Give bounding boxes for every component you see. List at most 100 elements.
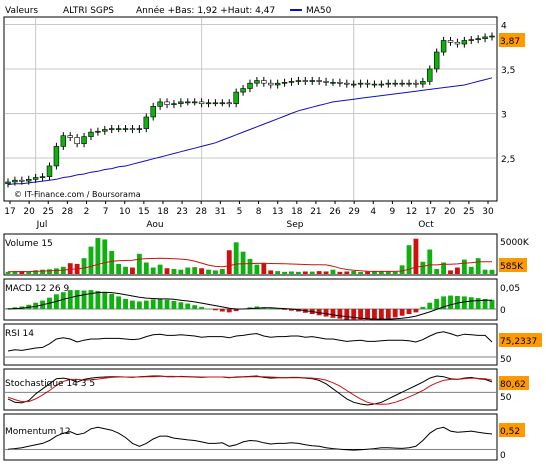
ma50-polyline bbox=[7, 77, 493, 186]
volume-bar bbox=[309, 271, 315, 274]
x-tick-label: 28 bbox=[195, 207, 207, 217]
volume-tick: 5000K bbox=[500, 238, 530, 248]
candle-body bbox=[198, 101, 205, 104]
volume-ma-line bbox=[7, 257, 493, 273]
candle-body bbox=[88, 131, 94, 137]
x-tick-label: 23 bbox=[176, 207, 187, 217]
candle-body bbox=[468, 39, 474, 41]
candle-body bbox=[385, 82, 392, 85]
candle-body bbox=[364, 82, 371, 85]
x-tick-label: 8 bbox=[256, 207, 262, 217]
macd-bar bbox=[130, 300, 135, 309]
volume-bar bbox=[53, 268, 59, 274]
stochastic-lines bbox=[5, 375, 496, 406]
macd-bar bbox=[289, 309, 294, 311]
stoch-badge-text: 80,62 bbox=[500, 380, 526, 390]
volume-bar bbox=[247, 258, 253, 274]
candle-body bbox=[399, 82, 405, 85]
macd-bar bbox=[164, 299, 170, 309]
x-tick-label: 30 bbox=[482, 207, 494, 217]
volume-title: Volume 15 bbox=[5, 239, 53, 249]
volume-bar bbox=[489, 269, 495, 274]
volume-bar bbox=[150, 267, 156, 274]
stoch-panel bbox=[3, 368, 498, 411]
volume-bar bbox=[475, 258, 481, 274]
candle-body bbox=[233, 91, 239, 104]
candle-body bbox=[32, 177, 39, 180]
volume-bar bbox=[330, 269, 336, 274]
macd-bar bbox=[399, 309, 405, 316]
x-tick-label: 10 bbox=[119, 207, 131, 217]
volume-bar bbox=[351, 270, 357, 274]
macd-title: MACD 12 26 9 bbox=[5, 284, 69, 294]
x-tick-label: 15 bbox=[138, 207, 149, 217]
stoch-badge bbox=[499, 376, 529, 390]
price-tick-label: 3 bbox=[501, 110, 507, 120]
macd-bar bbox=[95, 290, 101, 309]
x-tick-label: 28 bbox=[62, 207, 74, 217]
price-grid bbox=[5, 18, 496, 200]
volume-bar bbox=[316, 271, 322, 274]
candle-body bbox=[26, 179, 32, 182]
macd-bar bbox=[406, 309, 412, 315]
candle-body bbox=[344, 82, 350, 85]
candle-body bbox=[371, 83, 378, 86]
macd-bar bbox=[475, 298, 481, 309]
macd-bar bbox=[219, 309, 225, 312]
momentum-line bbox=[5, 426, 496, 451]
stock-name: ALTRI SGPS bbox=[63, 6, 114, 16]
candle-body bbox=[129, 128, 136, 130]
macd-bar bbox=[268, 308, 274, 309]
macd-bar bbox=[206, 309, 211, 310]
candle-body bbox=[392, 82, 398, 85]
macd-bar bbox=[323, 309, 329, 317]
candle-body bbox=[323, 81, 329, 83]
candle-body bbox=[357, 82, 364, 85]
candle-body bbox=[219, 102, 226, 105]
price-tick-label: 3,5 bbox=[501, 66, 515, 76]
price-candles bbox=[5, 32, 495, 188]
volume-bar bbox=[233, 242, 239, 274]
volume-bar bbox=[185, 267, 191, 274]
x-tick-label: 12 bbox=[406, 207, 417, 217]
x-tick-label: 26 bbox=[329, 207, 341, 217]
macd-bar bbox=[482, 298, 488, 309]
x-tick-label: 20 bbox=[444, 207, 456, 217]
x-tick-label: 5 bbox=[237, 207, 243, 217]
volume-bar bbox=[392, 271, 398, 274]
month-label: Jul bbox=[36, 220, 48, 230]
volume-badge bbox=[499, 258, 527, 272]
candle-body bbox=[212, 102, 219, 105]
candle-body bbox=[143, 116, 150, 129]
volume-bar bbox=[192, 267, 198, 274]
volume-bar bbox=[67, 263, 73, 274]
volume-bar bbox=[282, 271, 287, 274]
candle-body bbox=[337, 82, 343, 84]
macd-bar bbox=[74, 290, 80, 309]
candle-body bbox=[378, 83, 385, 86]
rsi-polyline bbox=[7, 331, 493, 352]
macd-bar bbox=[282, 309, 287, 310]
macd-bar bbox=[33, 302, 39, 309]
price-tick-label: 2,5 bbox=[501, 155, 515, 165]
momentum-badge bbox=[499, 423, 525, 437]
volume-bars bbox=[5, 238, 495, 274]
candle-body bbox=[489, 35, 495, 38]
macd-bar bbox=[358, 309, 364, 321]
x-tick-label: 17 bbox=[4, 207, 15, 217]
volume-bar bbox=[261, 263, 267, 274]
momentum-tick: 0 bbox=[500, 451, 506, 461]
candle-body bbox=[19, 179, 25, 182]
macd-bar bbox=[226, 309, 232, 313]
macd-bar bbox=[330, 309, 336, 318]
candle-body bbox=[261, 80, 267, 84]
macd-bar bbox=[178, 302, 184, 309]
candle-body bbox=[350, 83, 357, 86]
x-tick-label: 13 bbox=[272, 207, 283, 217]
rsi-badge bbox=[499, 333, 542, 347]
candle-body bbox=[433, 51, 440, 70]
volume-bar bbox=[88, 246, 94, 274]
macd-bar bbox=[171, 301, 177, 309]
macd-bar bbox=[316, 309, 322, 316]
macd-bar bbox=[461, 296, 467, 309]
